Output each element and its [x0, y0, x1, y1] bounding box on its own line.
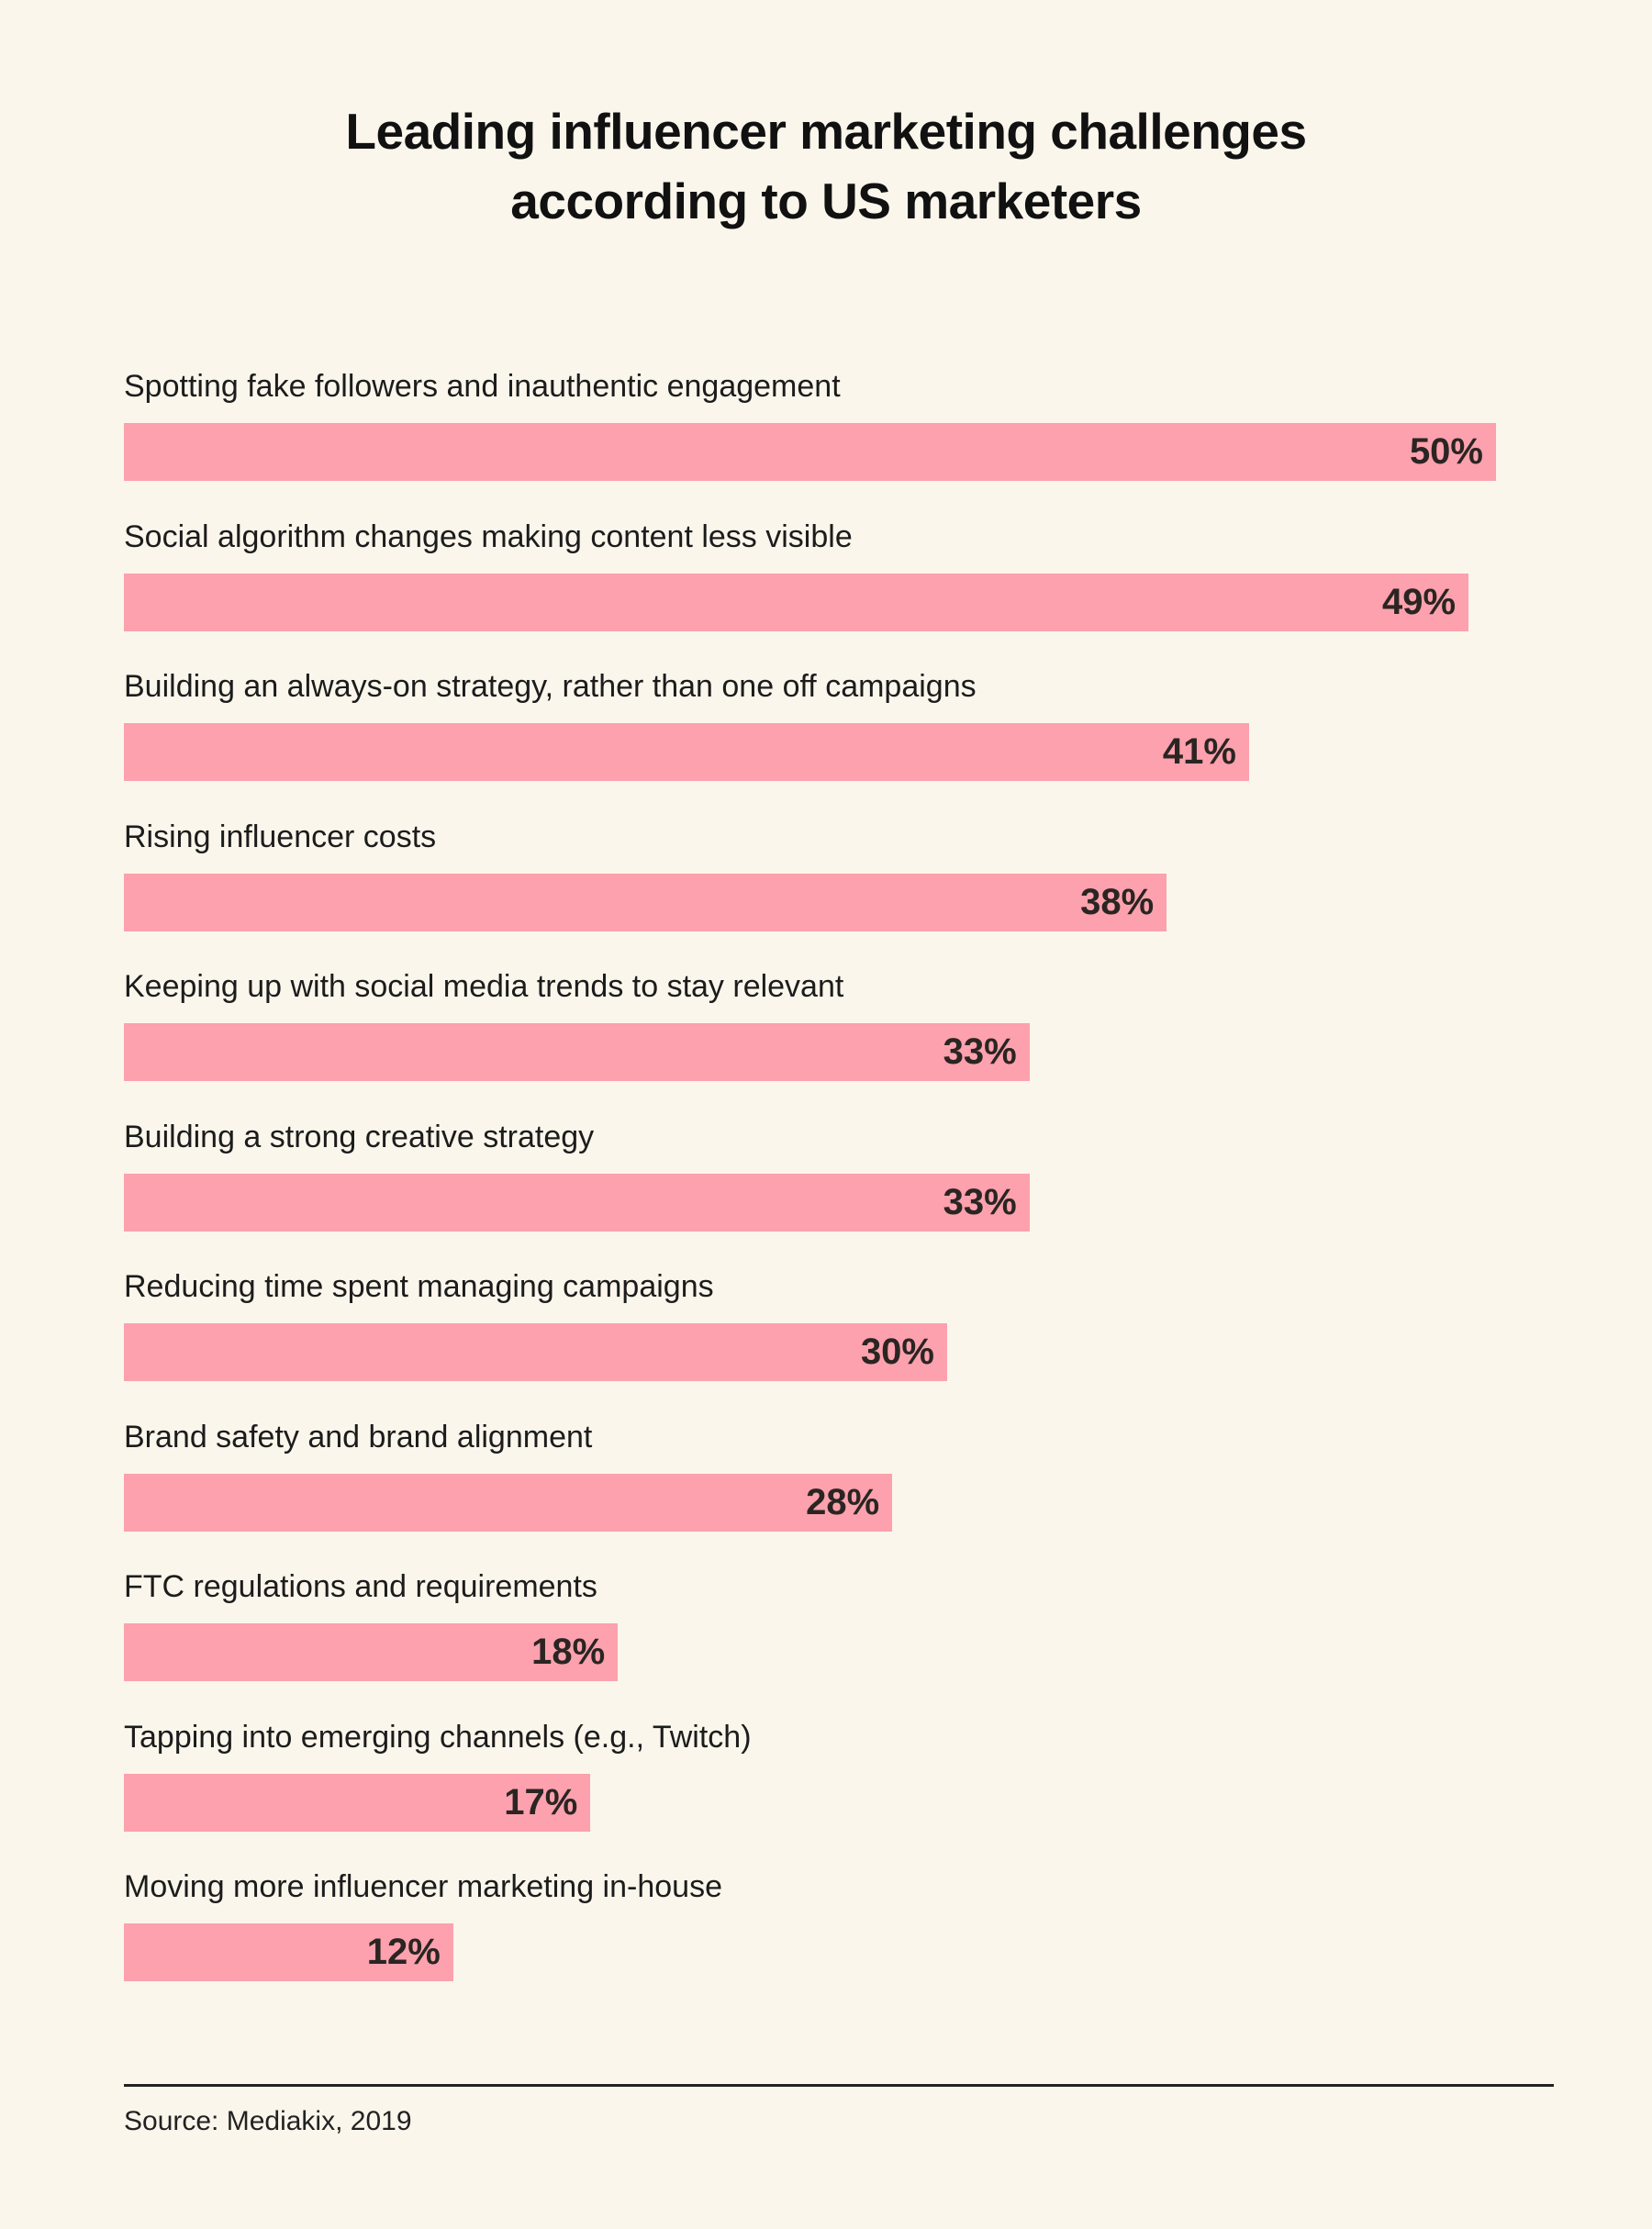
title-line-2: according to US marketers: [510, 173, 1142, 229]
bar: 18%: [124, 1623, 619, 1681]
category-label: Keeping up with social media trends to s…: [124, 969, 844, 1004]
bar: 49%: [124, 573, 1469, 631]
category-label: Tapping into emerging channels (e.g., Tw…: [124, 1719, 752, 1755]
category-label: Reducing time spent managing campaigns: [124, 1269, 714, 1304]
value-label: 28%: [806, 1481, 880, 1522]
category-label: Rising influencer costs: [124, 819, 437, 854]
category-label: Spotting fake followers and inauthentic …: [124, 369, 841, 404]
title-line-1: Leading influencer marketing challenges: [345, 103, 1307, 160]
bar: 33%: [124, 1173, 1030, 1232]
category-label: Social algorithm changes making content …: [124, 518, 853, 554]
category-label: Brand safety and brand alignment: [124, 1419, 593, 1454]
footer-divider: [124, 2084, 1554, 2087]
bar: 41%: [124, 723, 1249, 781]
value-label: 41%: [1162, 731, 1236, 772]
bar: 12%: [124, 1923, 453, 1981]
category-label: Building an always-on strategy, rather t…: [124, 669, 977, 704]
chart-title: Leading influencer marketing challenges …: [0, 96, 1652, 236]
value-label: 38%: [1080, 881, 1155, 922]
bar: 30%: [124, 1323, 947, 1381]
bar: 50%: [124, 423, 1496, 481]
category-label: Moving more influencer marketing in-hous…: [124, 1869, 722, 1904]
value-label: 18%: [531, 1632, 606, 1672]
bar: 17%: [124, 1773, 591, 1832]
category-label: Building a strong creative strategy: [124, 1119, 595, 1154]
value-label: 30%: [860, 1332, 934, 1372]
bar: 38%: [124, 873, 1167, 931]
value-label: 49%: [1382, 581, 1457, 622]
value-label: 33%: [943, 1181, 1017, 1222]
source-note: Source: Mediakix, 2019: [124, 2106, 412, 2136]
bar: 33%: [124, 1023, 1030, 1081]
category-label: FTC regulations and requirements: [124, 1569, 597, 1604]
value-label: 12%: [366, 1932, 441, 1972]
value-label: 33%: [943, 1031, 1017, 1072]
bar: 28%: [124, 1473, 893, 1532]
value-label: 50%: [1409, 431, 1483, 472]
value-label: 17%: [504, 1781, 578, 1822]
